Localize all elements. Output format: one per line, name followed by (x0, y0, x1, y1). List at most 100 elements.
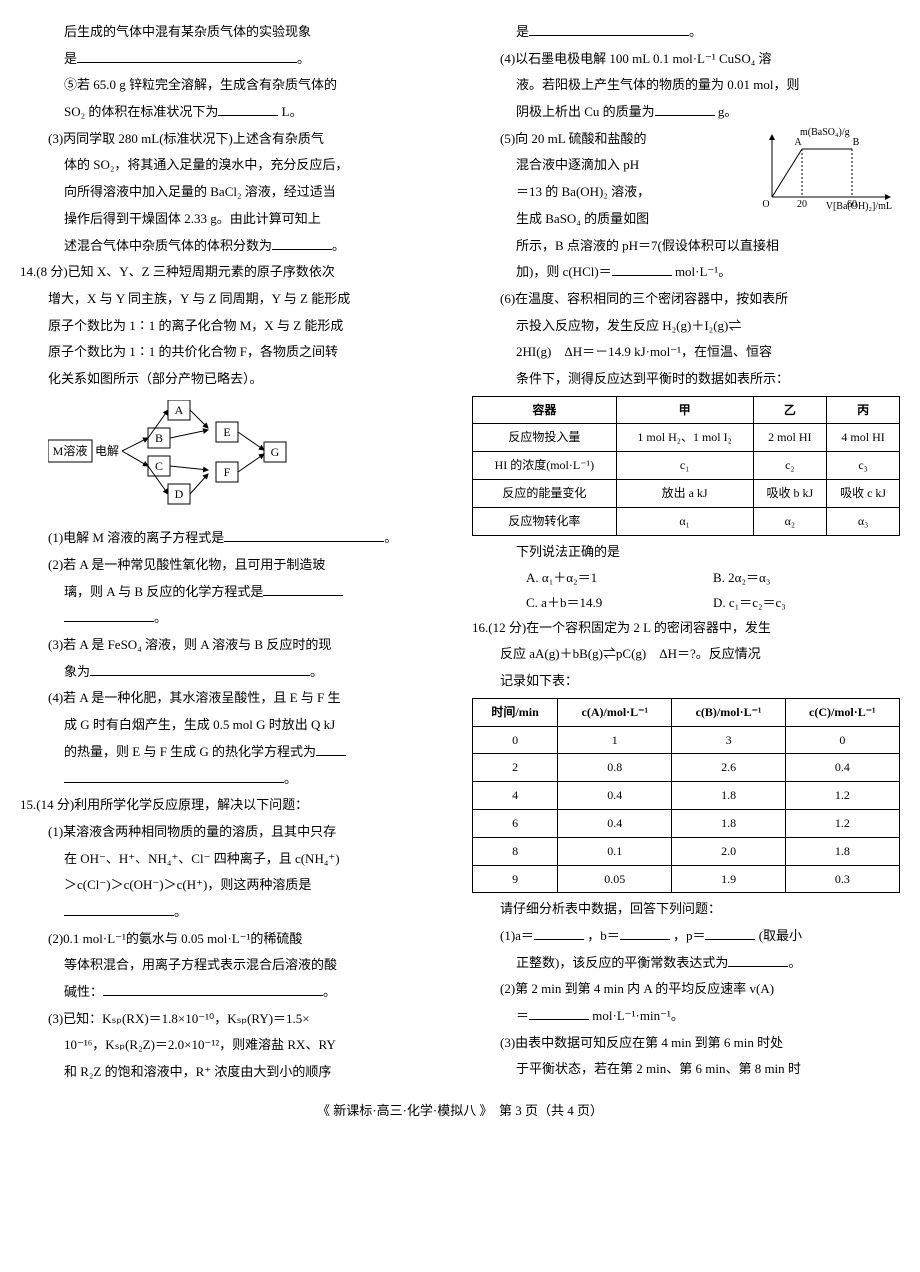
table-cell: 0.1 (558, 837, 672, 865)
table-row: 90.051.90.3 (473, 865, 900, 893)
svg-text:A: A (794, 137, 802, 148)
blank (103, 982, 323, 996)
table-cell: 0.8 (558, 754, 672, 782)
text: 反应 aA(g)＋bB(g)⇌pC(g) ΔH＝?。反应情况 (472, 642, 900, 667)
text: 示投入反应物，发生反应 H₂(g)＋I₂(g)⇌ (472, 314, 900, 339)
table-cell: 1.8 (785, 837, 899, 865)
svg-text:B: B (155, 431, 163, 445)
text: 正整数)，该反应的平衡常数表达式为。 (472, 951, 900, 976)
text: 原子个数比为 1∶1 的共价化合物 F，各物质之间转 (20, 340, 448, 365)
table-cell: 3 (672, 726, 785, 754)
table-row: HI 的浓度(mol·L⁻¹)c₁c₂c₃ (473, 452, 900, 480)
text: (取最小 (759, 928, 802, 943)
table-row: 反应的能量变化放出 a kJ吸收 b kJ吸收 c kJ (473, 480, 900, 508)
text: (1)a＝ (500, 928, 534, 943)
text: 象为。 (20, 660, 448, 685)
table-cell: 9 (473, 865, 558, 893)
blank (77, 49, 297, 63)
text: SO₂ 的体积在标准状况下为 (64, 104, 218, 119)
svg-text:C: C (155, 459, 163, 473)
text: mol·L⁻¹·min⁻¹。 (589, 1008, 684, 1023)
table-cell: 1.9 (672, 865, 785, 893)
table-cell: 1 (558, 726, 672, 754)
text: 液。若阳极上产生气体的物质的量为 0.01 mol，则 (472, 73, 900, 98)
table-row: 40.41.81.2 (473, 782, 900, 810)
text: 。 (20, 606, 448, 631)
table-cell: 0.4 (558, 809, 672, 837)
equilibrium-table: 容器甲乙丙反应物投入量1 mol H₂、1 mol I₂2 mol HI4 mo… (472, 396, 900, 536)
table-cell: 0.3 (785, 865, 899, 893)
table-row: 20.82.60.4 (473, 754, 900, 782)
text: (1)a＝ ，b＝ ，p＝ (取最小 (472, 924, 900, 949)
table-header: c(C)/mol·L⁻¹ (785, 698, 899, 726)
text: 的热量，则 E 与 F 生成 G 的热化学方程式为 (20, 740, 448, 765)
text: 在 OH⁻、H⁺、NH₄⁺、Cl⁻ 四种离子，且 c(NH₄⁺) (20, 847, 448, 872)
text: 是。 (20, 47, 448, 72)
table-header: c(A)/mol·L⁻¹ (558, 698, 672, 726)
svg-text:m(BaSO₄)/g: m(BaSO₄)/g (800, 127, 850, 138)
text: 条件下，测得反应达到平衡时的数据如表所示： (472, 367, 900, 392)
text: 后生成的气体中混有某杂质气体的实验现象 (20, 20, 448, 45)
table-row: 80.12.01.8 (473, 837, 900, 865)
text: 增大，X 与 Y 同主族，Y 与 Z 同周期，Y 与 Z 能形成 (20, 287, 448, 312)
table-cell: c₂ (753, 452, 827, 480)
table-cell: c₁ (616, 452, 753, 480)
text: 述混合气体中杂质气体的体积分数为 (64, 238, 272, 253)
table-cell: 1.8 (672, 782, 785, 810)
text: (3)由表中数据可知反应在第 4 min 到第 6 min 时处 (472, 1031, 900, 1056)
text: 记录如下表： (472, 669, 900, 694)
blank (272, 236, 332, 250)
blank (529, 1006, 589, 1020)
table-header: 时间/min (473, 698, 558, 726)
table-cell: 6 (473, 809, 558, 837)
svg-text:A: A (175, 403, 184, 417)
text: SO₂ 的体积在标准状况下为 L。 (20, 100, 448, 125)
table-header: c(B)/mol·L⁻¹ (672, 698, 785, 726)
table-cell: 0.4 (785, 754, 899, 782)
blank (316, 742, 346, 756)
table-cell: 0 (785, 726, 899, 754)
text: (1)电解 M 溶液的离子方程式是。 (20, 526, 448, 551)
svg-text:O: O (762, 199, 769, 210)
text: (3)若 A 是 FeSO₄ 溶液，则 A 溶液与 B 反应时的现 (20, 633, 448, 658)
table-cell: 0 (473, 726, 558, 754)
table-cell: α₃ (827, 507, 900, 535)
svg-text:V[Ba(OH)₂]/mL: V[Ba(OH)₂]/mL (826, 201, 892, 212)
blank (263, 582, 343, 596)
table-cell: 1.2 (785, 809, 899, 837)
table-row: 反应物投入量1 mol H₂、1 mol I₂2 mol HI4 mol HI (473, 424, 900, 452)
text: mol·L⁻¹。 (672, 264, 732, 279)
text: 璃，则 A 与 B 反应的化学方程式是 (64, 584, 263, 599)
text: 加)，则 c(HCl)＝ (516, 264, 612, 279)
table-cell: 0.05 (558, 865, 672, 893)
line-chart: m(BaSO₄)/gV[Ba(OH)₂]/mLO2060AB (750, 127, 900, 226)
table-cell: HI 的浓度(mol·L⁻¹) (473, 452, 617, 480)
table-cell: 放出 a kJ (616, 480, 753, 508)
text: (6)在温度、容积相同的三个密闭容器中，按如表所 (472, 287, 900, 312)
text: 体的 SO₂，将其通入足量的溴水中，充分反应后， (20, 153, 448, 178)
table-cell: 2 (473, 754, 558, 782)
text: ＞c(Cl⁻)＞c(OH⁻)＞c(H⁺)，则这两种溶质是 (20, 873, 448, 898)
text: 碱性： (64, 984, 103, 999)
svg-text:20: 20 (797, 199, 807, 210)
blank (64, 608, 154, 622)
page-footer: 《 新课标·高三·化学·模拟八 》 第 3 页（共 4 页） (20, 1099, 900, 1124)
table-cell: 1.8 (672, 809, 785, 837)
text: 的热量，则 E 与 F 生成 G 的热化学方程式为 (64, 744, 316, 759)
text: 于平衡状态，若在第 2 min、第 6 min、第 8 min 时 (472, 1057, 900, 1082)
blank (224, 528, 384, 542)
text: 所示，B 点溶液的 pH＝7(假设体积可以直接相 (472, 234, 900, 259)
blank (529, 22, 689, 36)
text: 正整数)，该反应的平衡常数表达式为 (516, 955, 728, 970)
blank (705, 926, 755, 940)
text: 向所得溶液中加入足量的 BaCl₂ 溶液，经过适当 (20, 180, 448, 205)
text: 。 (20, 900, 448, 925)
text: 阴极上析出 Cu 的质量为 (516, 104, 655, 119)
option-a: A. α₁＋α₂＝1 (526, 566, 713, 591)
table-cell: 8 (473, 837, 558, 865)
table-row: 60.41.81.2 (473, 809, 900, 837)
table-cell: 反应的能量变化 (473, 480, 617, 508)
table-cell: 2 mol HI (753, 424, 827, 452)
svg-text:E: E (223, 425, 230, 439)
text: (3)已知：Kₛₚ(RX)＝1.8×10⁻¹⁰，Kₛₚ(RY)＝1.5× (20, 1007, 448, 1032)
